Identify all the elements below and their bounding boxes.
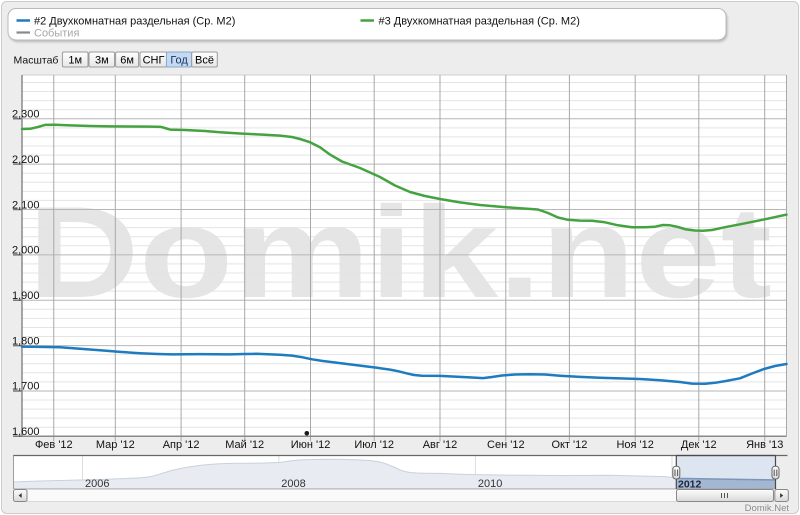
svg-text:6м: 6м xyxy=(120,55,134,67)
svg-text:2010: 2010 xyxy=(478,478,502,490)
svg-text:1,900: 1,900 xyxy=(12,290,40,302)
svg-text:1,700: 1,700 xyxy=(12,381,40,393)
svg-text:Янв '13: Янв '13 xyxy=(746,439,783,451)
svg-text:Всё: Всё xyxy=(195,55,214,67)
svg-text:#3 Двухкомнатная раздельная (С: #3 Двухкомнатная раздельная (Ср. М2) xyxy=(379,16,580,28)
svg-text:Авг '12: Авг '12 xyxy=(423,439,458,451)
svg-text:#2 Двухкомнатная раздельная (С: #2 Двухкомнатная раздельная (Ср. М2) xyxy=(34,16,235,28)
svg-text:2012: 2012 xyxy=(678,479,702,491)
svg-text:Сен '12: Сен '12 xyxy=(487,439,525,451)
svg-text:Июн '12: Июн '12 xyxy=(291,439,331,451)
svg-text:Год: Год xyxy=(170,55,188,67)
svg-text:1м: 1м xyxy=(68,55,82,67)
svg-text:Май '12: Май '12 xyxy=(225,439,264,451)
svg-text:2,300: 2,300 xyxy=(12,109,40,121)
svg-text:События: События xyxy=(34,28,79,40)
svg-text:2,000: 2,000 xyxy=(12,245,40,257)
svg-text:Июл '12: Июл '12 xyxy=(354,439,394,451)
svg-text:Мар '12: Мар '12 xyxy=(96,439,135,451)
svg-text:Масштаб: Масштаб xyxy=(14,55,59,67)
svg-text:2006: 2006 xyxy=(85,478,109,490)
svg-text:Окт '12: Окт '12 xyxy=(551,439,587,451)
svg-text:2,200: 2,200 xyxy=(12,154,40,166)
svg-text:Апр '12: Апр '12 xyxy=(163,439,200,451)
svg-text:СНГ: СНГ xyxy=(143,55,165,67)
svg-text:3м: 3м xyxy=(95,55,109,67)
svg-text:Фев '12: Фев '12 xyxy=(35,439,73,451)
svg-text:1,800: 1,800 xyxy=(12,335,40,347)
svg-text:2008: 2008 xyxy=(281,478,305,490)
svg-text:Ноя '12: Ноя '12 xyxy=(616,439,653,451)
svg-text:Дек '12: Дек '12 xyxy=(681,439,717,451)
svg-text:1,600: 1,600 xyxy=(12,426,40,438)
svg-text:Domik.Net: Domik.Net xyxy=(745,503,790,514)
svg-text:2,100: 2,100 xyxy=(12,199,40,211)
